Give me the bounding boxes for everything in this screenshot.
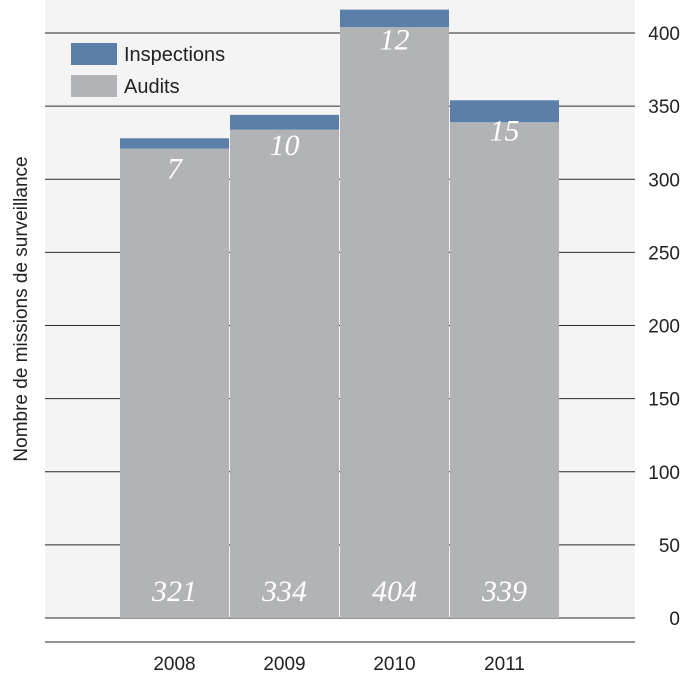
data-labels: 321 7 334 10 404 12 339 15	[151, 24, 527, 608]
y-tick-label-300: 300	[648, 170, 680, 191]
data-label-inspections-2009: 10	[270, 129, 300, 162]
data-label-audits-2008: 321	[151, 575, 197, 608]
x-tick-label-2008: 2008	[153, 654, 195, 674]
bar-audits-2010	[340, 27, 449, 618]
bar-inspections-2011	[450, 100, 559, 123]
data-label-audits-2010: 404	[372, 575, 417, 608]
bar-inspections-2010	[340, 9, 449, 28]
data-label-audits-2011: 339	[481, 575, 527, 608]
legend-swatch-inspections	[71, 43, 117, 65]
legend-label-audits: Audits	[124, 76, 180, 98]
x-axis: 2008 2009 2010 2011	[153, 654, 525, 674]
y-tick-label-50: 50	[659, 536, 680, 557]
bar-audits-2008	[120, 148, 229, 618]
bar-audits-2009	[230, 129, 339, 618]
data-label-inspections-2011: 15	[490, 114, 520, 147]
data-label-inspections-2010: 12	[380, 24, 410, 57]
y-tick-label-200: 200	[648, 317, 680, 338]
y-tick-label-250: 250	[648, 243, 680, 264]
y-tick-label-0: 0	[669, 609, 680, 630]
y-tick-label-350: 350	[648, 97, 680, 118]
x-tick-label-2010: 2010	[373, 654, 415, 674]
bar-audits-2011	[450, 122, 559, 619]
y-axis: 0 50 100 150 200 250 300 350 400	[648, 24, 680, 630]
y-tick-label-150: 150	[648, 390, 680, 411]
legend-label-inspections: Inspections	[124, 44, 225, 66]
x-tick-label-2009: 2009	[263, 654, 305, 674]
data-label-audits-2009: 334	[261, 575, 307, 608]
bars	[120, 9, 559, 619]
x-tick-label-2011: 2011	[484, 654, 525, 674]
bar-inspections-2009	[230, 114, 339, 130]
data-label-inspections-2008: 7	[167, 152, 184, 185]
legend: Inspections Audits	[71, 43, 225, 98]
y-axis-label: Nombre de missions de surveillance	[11, 156, 32, 461]
y-tick-label-400: 400	[648, 24, 680, 45]
bar-inspections-2008	[120, 138, 229, 149]
legend-swatch-audits	[71, 75, 117, 97]
y-tick-label-100: 100	[648, 463, 680, 484]
